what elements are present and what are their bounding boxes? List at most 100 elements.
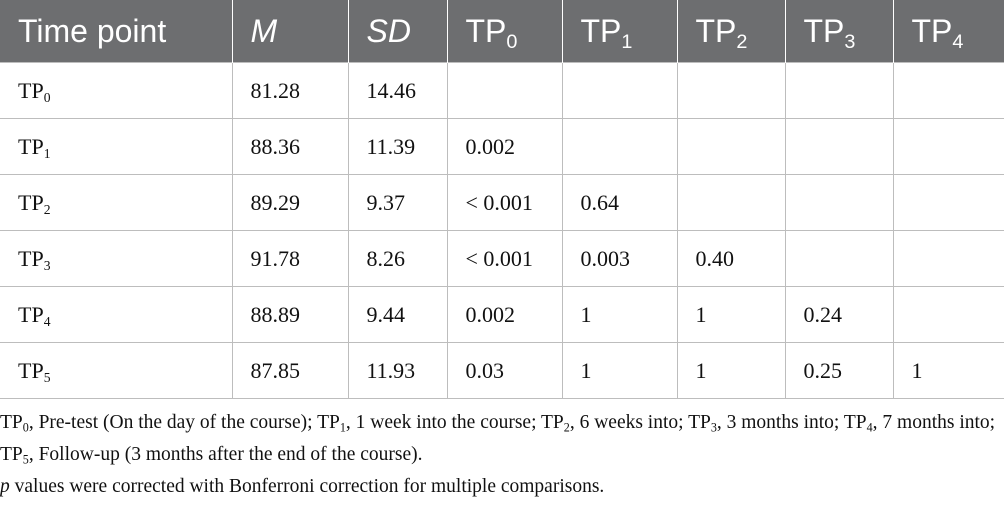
footnote-line: p values were corrected with Bonferroni … bbox=[0, 471, 1000, 503]
header-cell: TP3 bbox=[784, 0, 893, 63]
table-cell bbox=[784, 118, 894, 175]
table-cell bbox=[784, 174, 894, 231]
table-cell: 0.002 bbox=[446, 118, 563, 175]
header-cell: TP4 bbox=[892, 0, 1004, 63]
table-body: TP0 81.28 14.46 TP1 88.36 11.39 0.002 TP2 89.29 9… bbox=[0, 62, 1004, 399]
subscript: 2 bbox=[736, 30, 748, 53]
header-cell: SD bbox=[347, 0, 447, 63]
table-cell bbox=[676, 174, 786, 231]
table-cell bbox=[784, 230, 894, 287]
table-cell: 0.24 bbox=[784, 286, 894, 343]
table-cell: 81.28 bbox=[231, 62, 349, 119]
subscript: 4 bbox=[952, 30, 964, 53]
label-text: SD bbox=[366, 12, 411, 49]
subscript: 2 bbox=[563, 420, 570, 435]
subscript: 3 bbox=[710, 420, 717, 435]
subscript: 3 bbox=[43, 257, 51, 273]
label-text: M bbox=[250, 12, 278, 49]
table-cell bbox=[561, 62, 678, 119]
table-cell bbox=[676, 62, 786, 119]
table-cell: < 0.001 bbox=[446, 174, 563, 231]
table-cell: 1 bbox=[892, 342, 1004, 399]
table-cell: 14.46 bbox=[347, 62, 448, 119]
table-cell bbox=[892, 286, 1004, 343]
subscript: 0 bbox=[22, 420, 29, 435]
subscript: 1 bbox=[339, 420, 346, 435]
table-cell bbox=[446, 62, 563, 119]
table-cell bbox=[892, 230, 1004, 287]
table-row: TP2 89.29 9.37 < 0.001 0.64 bbox=[0, 174, 1004, 231]
subscript: 1 bbox=[43, 145, 51, 161]
label-text: TP bbox=[18, 77, 44, 103]
table-cell: 87.85 bbox=[231, 342, 349, 399]
table-row: TP5 87.85 11.93 0.03 1 1 0.25 1 bbox=[0, 342, 1004, 399]
table-cell: < 0.001 bbox=[446, 230, 563, 287]
subscript: 2 bbox=[43, 201, 51, 217]
footnote-text: , 7 months into; TP bbox=[0, 412, 996, 465]
table-row: TP3 91.78 8.26 < 0.001 0.003 0.40 bbox=[0, 230, 1004, 287]
label-text: TP bbox=[18, 189, 44, 215]
table-cell: 9.44 bbox=[347, 286, 448, 343]
table-cell: 88.36 bbox=[231, 118, 349, 175]
row-label: TP1 bbox=[0, 118, 233, 175]
subscript: 0 bbox=[506, 30, 518, 53]
row-label: TP0 bbox=[0, 62, 233, 119]
table-cell: 0.03 bbox=[446, 342, 563, 399]
subscript: 3 bbox=[844, 30, 856, 53]
header-cell: TP2 bbox=[676, 0, 785, 63]
footnote-text: TP bbox=[0, 412, 23, 433]
label-text: TP bbox=[580, 12, 622, 49]
italic-text: p bbox=[0, 476, 10, 497]
table-row: TP0 81.28 14.46 bbox=[0, 62, 1004, 119]
header-cell: TP0 bbox=[446, 0, 562, 63]
header-cell: M bbox=[231, 0, 348, 63]
table-cell: 0.25 bbox=[784, 342, 894, 399]
footnote-text: values were corrected with Bonferroni co… bbox=[9, 476, 605, 497]
row-label: TP5 bbox=[0, 342, 233, 399]
footnote-line: TP0, Pre-test (On the day of the course)… bbox=[0, 407, 1000, 471]
footnote-text: , 3 months into; TP bbox=[716, 412, 867, 433]
subscript: 0 bbox=[43, 89, 51, 105]
header-row: Time point M SD TP0 TP1 TP2 TP3 TP4 bbox=[0, 0, 1004, 63]
subscript: 1 bbox=[621, 30, 633, 53]
table-cell: 1 bbox=[561, 342, 678, 399]
footnote-text: , 6 weeks into; TP bbox=[569, 412, 711, 433]
label-text: TP bbox=[18, 357, 44, 383]
subscript: 5 bbox=[43, 369, 51, 385]
table-cell: 11.39 bbox=[347, 118, 448, 175]
table-cell bbox=[892, 174, 1004, 231]
table-cell bbox=[676, 118, 786, 175]
row-label: TP3 bbox=[0, 230, 233, 287]
table-cell: 0.64 bbox=[561, 174, 678, 231]
table-cell bbox=[892, 62, 1004, 119]
table-cell: 8.26 bbox=[347, 230, 448, 287]
label-text: TP bbox=[18, 133, 44, 159]
table-row: TP4 88.89 9.44 0.002 1 1 0.24 bbox=[0, 286, 1004, 343]
header-cell: Time point bbox=[0, 0, 232, 63]
table-cell bbox=[561, 118, 678, 175]
table-cell: 89.29 bbox=[231, 174, 349, 231]
subscript: 5 bbox=[22, 452, 29, 467]
table-cell bbox=[784, 62, 894, 119]
table-cell: 1 bbox=[676, 342, 786, 399]
table-cell: 0.40 bbox=[676, 230, 786, 287]
table-cell: 9.37 bbox=[347, 174, 448, 231]
subscript: 4 bbox=[43, 313, 51, 329]
row-label: TP4 bbox=[0, 286, 233, 343]
label-text: TP bbox=[465, 12, 507, 49]
table-cell: 91.78 bbox=[231, 230, 349, 287]
footnote-text: , Pre-test (On the day of the course); T… bbox=[28, 412, 340, 433]
footnote: TP0, Pre-test (On the day of the course)… bbox=[0, 407, 1000, 503]
label-text: Time point bbox=[18, 12, 167, 49]
row-label: TP2 bbox=[0, 174, 233, 231]
table-row: TP1 88.36 11.39 0.002 bbox=[0, 118, 1004, 175]
label-text: TP bbox=[695, 12, 737, 49]
table-cell: 1 bbox=[561, 286, 678, 343]
footnote-text: , 1 week into the course; TP bbox=[345, 412, 564, 433]
label-text: TP bbox=[803, 12, 845, 49]
table-cell: 0.002 bbox=[446, 286, 563, 343]
table-cell bbox=[892, 118, 1004, 175]
label-text: TP bbox=[18, 301, 44, 327]
table-cell: 0.003 bbox=[561, 230, 678, 287]
